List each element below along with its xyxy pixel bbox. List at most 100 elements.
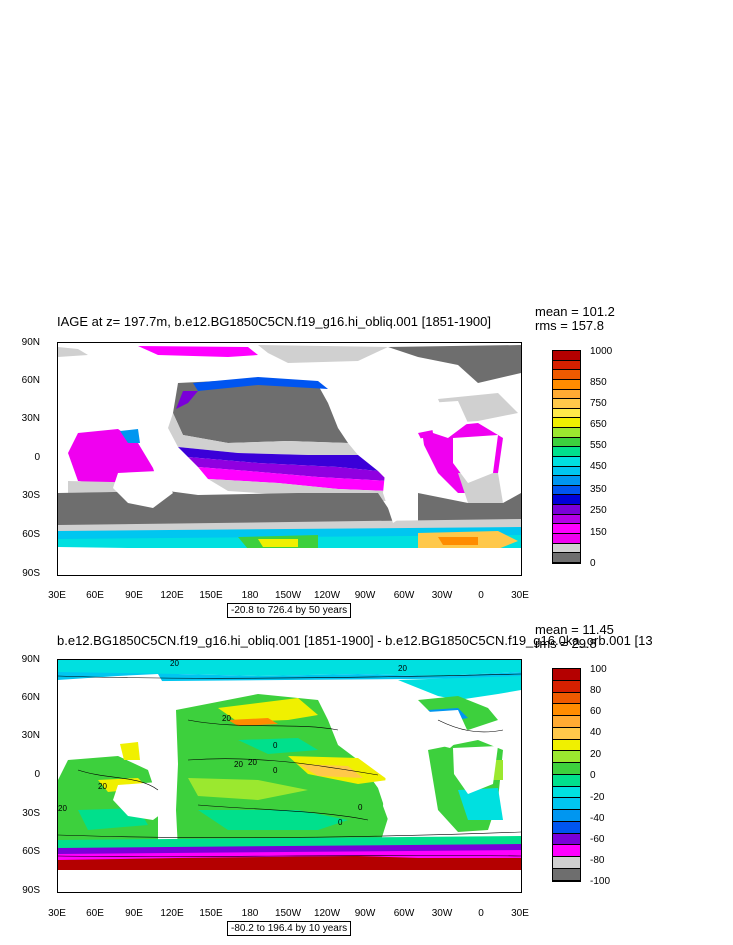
lat-label: 90S	[22, 568, 40, 579]
bottom-cb-label: 20	[590, 749, 602, 760]
bottom-panel: b.e12.BG1850C5CN.f19_g16.hi_obliq.001 [1…	[0, 618, 733, 938]
colorbar-swatch	[553, 399, 580, 409]
lon-label: 30E	[511, 908, 529, 919]
contour-label: 20	[222, 714, 231, 723]
top-cb-label: 250	[590, 505, 607, 516]
contour-label: 0	[338, 818, 343, 827]
contour-label: 0	[273, 741, 278, 750]
bottom-cb-label: 80	[590, 685, 602, 696]
top-cb-label: 850	[590, 377, 607, 388]
colorbar-swatch	[553, 739, 580, 752]
top-contour-range: -20.8 to 726.4 by 50 years	[227, 603, 352, 618]
colorbar-swatch	[553, 428, 580, 438]
colorbar-swatch	[553, 533, 580, 544]
bottom-cb-label: -40	[590, 813, 605, 824]
bottom-contour-range: -80.2 to 196.4 by 10 years	[227, 921, 352, 936]
colorbar-swatch	[553, 456, 580, 467]
lon-label: 120W	[313, 590, 341, 601]
colorbar-swatch	[553, 763, 580, 775]
contour-label: 0	[358, 803, 363, 812]
colorbar-swatch	[553, 437, 580, 448]
top-cb-label: 150	[590, 527, 607, 538]
colorbar-swatch	[553, 857, 580, 870]
contour-label: 20	[234, 760, 243, 769]
lat-label: 60S	[22, 846, 40, 857]
lon-label: 0	[478, 590, 484, 601]
bottom-colorbar	[552, 668, 581, 882]
lon-label: 30E	[48, 908, 66, 919]
lon-label: 120W	[313, 908, 341, 919]
colorbar-swatch	[553, 360, 580, 371]
colorbar-swatch	[553, 727, 580, 740]
lon-label: 60E	[86, 908, 104, 919]
top-rms: rms = 157.8	[535, 318, 605, 333]
colorbar-swatch	[553, 751, 580, 764]
colorbar-swatch	[553, 810, 580, 822]
colorbar-swatch	[553, 692, 580, 705]
lat-label: 30N	[21, 413, 40, 424]
lat-label: 90S	[22, 885, 40, 896]
lat-label: 30S	[22, 490, 40, 501]
top-cb-label: 450	[590, 461, 607, 472]
bottom-map: 20 20 20 0 20 20 0 20 0 0 20	[57, 659, 522, 893]
lon-label: 30W	[431, 590, 453, 601]
contour-label: 0	[273, 766, 278, 775]
bottom-panel-title: b.e12.BG1850C5CN.f19_g16.hi_obliq.001 [1…	[57, 633, 653, 648]
colorbar-swatch	[553, 680, 580, 693]
colorbar-swatch	[553, 370, 580, 380]
lat-label: 60N	[21, 692, 40, 703]
lon-label: 60W	[393, 908, 415, 919]
colorbar-swatch	[553, 833, 580, 846]
colorbar-swatch	[553, 669, 580, 681]
top-cb-label: 0	[590, 558, 596, 569]
top-cb-label: 650	[590, 419, 607, 430]
lat-label: 30N	[21, 730, 40, 741]
colorbar-swatch	[553, 408, 580, 419]
lon-label: 60W	[393, 590, 415, 601]
contour-label: 20	[398, 664, 407, 673]
lon-label: 60E	[86, 590, 104, 601]
top-panel-title: IAGE at z= 197.7m, b.e12.BG1850C5CN.f19_…	[57, 314, 491, 329]
colorbar-swatch	[553, 389, 580, 400]
colorbar-swatch	[553, 869, 580, 881]
lat-label: 30S	[22, 808, 40, 819]
lon-label: 30W	[431, 908, 453, 919]
colorbar-swatch	[553, 553, 580, 563]
bottom-mean: mean = 11.45	[535, 622, 614, 637]
lon-label: 180	[241, 590, 259, 601]
colorbar-swatch	[553, 821, 580, 834]
top-colorbar	[552, 350, 581, 564]
bottom-cb-label: 40	[590, 727, 602, 738]
lon-label: 150W	[274, 590, 302, 601]
colorbar-swatch	[553, 351, 580, 361]
lon-label: 150E	[199, 590, 223, 601]
lon-label: 90E	[125, 908, 143, 919]
colorbar-swatch	[553, 845, 580, 858]
colorbar-swatch	[553, 786, 580, 799]
lon-label: 90W	[354, 908, 376, 919]
top-cb-label: 750	[590, 398, 607, 409]
colorbar-swatch	[553, 514, 580, 525]
bottom-rms: rms = 29.8	[535, 636, 597, 651]
lon-label: 120E	[160, 908, 184, 919]
bottom-cb-label: -20	[590, 792, 605, 803]
colorbar-swatch	[553, 418, 580, 428]
lon-label: 0	[478, 908, 484, 919]
lat-label: 0	[34, 452, 40, 463]
lon-label: 180	[241, 908, 259, 919]
top-cb-label: 350	[590, 484, 607, 495]
bottom-map-field	[58, 660, 521, 892]
contour-label: 20	[58, 804, 67, 813]
bottom-cb-label: 100	[590, 664, 607, 675]
colorbar-swatch	[553, 485, 580, 496]
colorbar-swatch	[553, 379, 580, 390]
contour-label: 20	[98, 782, 107, 791]
bottom-cb-label: -60	[590, 834, 605, 845]
lon-label: 30E	[511, 590, 529, 601]
lat-label: 60N	[21, 375, 40, 386]
lat-label: 0	[34, 769, 40, 780]
lon-label: 120E	[160, 590, 184, 601]
top-mean: mean = 101.2	[535, 304, 615, 319]
lon-label: 150W	[274, 908, 302, 919]
contour-label: 20	[170, 659, 179, 668]
